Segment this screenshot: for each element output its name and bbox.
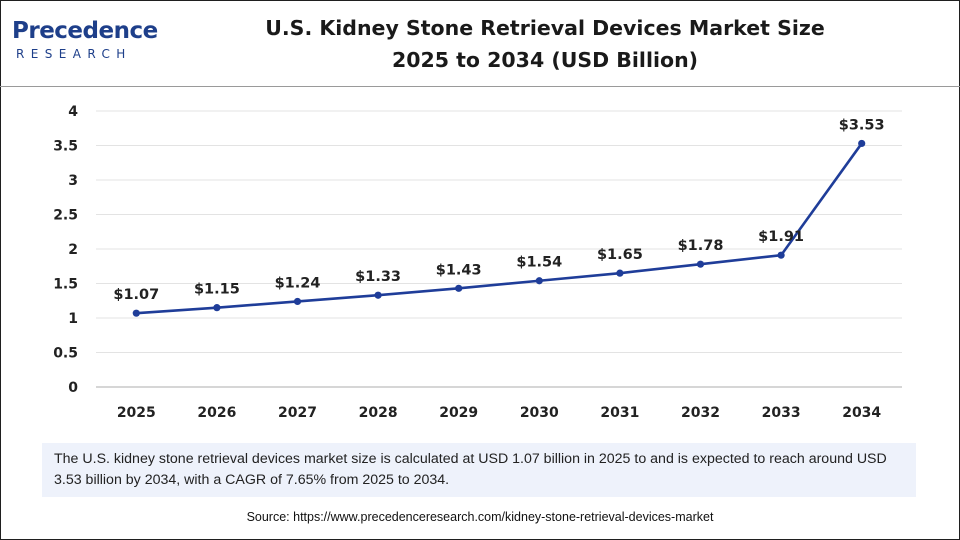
data-point	[616, 269, 624, 277]
y-tick-label: 0	[68, 380, 78, 396]
data-point	[293, 297, 302, 306]
chart-title: U.S. Kidney Stone Retrieval Devices Mark…	[200, 12, 890, 76]
title-line-2: 2025 to 2034 (USD Billion)	[391, 48, 699, 72]
data-point	[858, 139, 866, 148]
gridlines	[96, 110, 902, 353]
data-label: $1.91	[758, 229, 804, 245]
y-tick-label: 1.5	[53, 277, 78, 293]
source-citation: Source: https://www.precedenceresearch.c…	[246, 510, 714, 524]
y-axis-ticks: 0 0.5 1 1.5 2 2.5 3 3.5 4	[53, 104, 78, 396]
title-line-1: U.S. Kidney Stone Retrieval Devices Mark…	[265, 16, 825, 40]
series-line	[136, 142, 863, 315]
data-label: $1.33	[355, 269, 401, 285]
data-point	[374, 291, 382, 299]
x-tick-label: 2028	[359, 405, 398, 421]
data-labels: $1.07 $1.15 $1.24 $1.33 $1.43 $1.54 $1.65 $1.78…	[113, 117, 884, 303]
data-label: $1.54	[516, 255, 562, 271]
data-label: $1.15	[194, 282, 240, 298]
header: Precedence RESEARCH U.S. Kidney Stone Re…	[0, 0, 960, 87]
data-point	[535, 277, 543, 285]
y-tick-label: 3	[68, 173, 78, 189]
data-point	[213, 304, 221, 312]
data-point	[696, 260, 705, 268]
x-axis-ticks: 2025 2026 2027 2028 2029 2030 2031 2032 2033 2034	[117, 405, 882, 421]
data-label: $3.53	[839, 117, 885, 133]
y-tick-label: 2	[68, 242, 78, 258]
x-tick-label: 2029	[439, 405, 478, 421]
y-tick-label: 4	[68, 104, 78, 120]
x-tick-label: 2032	[681, 405, 720, 421]
x-tick-label: 2030	[520, 405, 559, 421]
y-tick-label: 3.5	[53, 139, 78, 155]
x-tick-label: 2025	[117, 405, 156, 421]
data-point	[455, 284, 463, 292]
data-label: $1.65	[597, 247, 643, 263]
line-chart: 00.511.522.533.54 2025 2026 2027 2028 2029 20…	[53, 104, 902, 421]
y-tick-label: 0.5	[53, 346, 78, 362]
x-tick-label: 2026	[197, 405, 236, 421]
x-tick-label: 2034	[842, 405, 881, 421]
data-label: $1.78	[678, 238, 724, 254]
description-text: The U.S. kidney stone retrieval devices …	[54, 451, 887, 488]
data-point	[132, 309, 140, 317]
y-tick-label: 2.5	[53, 208, 78, 224]
data-points	[132, 139, 866, 317]
data-label: $1.07	[113, 287, 159, 303]
logo-wordmark: Precedence	[12, 18, 158, 44]
x-tick-label: 2027	[278, 405, 317, 421]
x-tick-label: 2031	[600, 405, 639, 421]
x-tick-label: 2033	[762, 405, 801, 421]
data-label: $1.24	[275, 275, 321, 291]
y-tick-label: 1	[68, 311, 78, 327]
data-label: $1.43	[436, 262, 482, 278]
brand-logo: Precedence RESEARCH	[12, 18, 172, 66]
logo-subtitle: RESEARCH	[16, 47, 132, 61]
data-point	[777, 251, 785, 259]
description-box: The U.S. kidney stone retrieval devices …	[42, 443, 916, 497]
